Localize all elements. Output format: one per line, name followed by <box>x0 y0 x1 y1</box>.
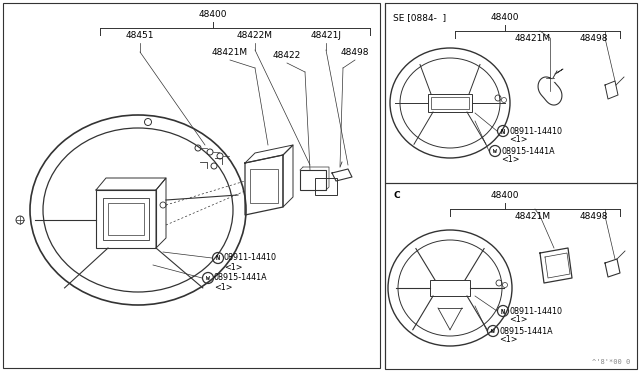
Text: 08911-14410: 08911-14410 <box>509 126 562 135</box>
Text: 48422M: 48422M <box>237 31 273 40</box>
Text: 48498: 48498 <box>580 34 609 43</box>
Text: ^'8'*00 0: ^'8'*00 0 <box>592 359 630 365</box>
Bar <box>431 97 469 109</box>
Bar <box>430 280 470 296</box>
Text: 08915-1441A: 08915-1441A <box>499 327 552 336</box>
Text: 08915-1441A: 08915-1441A <box>501 147 555 155</box>
Bar <box>315 178 337 195</box>
Text: <1>: <1> <box>509 315 527 324</box>
Bar <box>103 198 149 240</box>
Bar <box>385 183 637 369</box>
Text: N: N <box>216 256 220 262</box>
Text: 08911-14410: 08911-14410 <box>224 253 277 263</box>
Text: SE [0884-  ]: SE [0884- ] <box>393 13 446 22</box>
Text: 08911-14410: 08911-14410 <box>509 307 562 315</box>
Text: <1>: <1> <box>224 263 243 272</box>
Text: 48421M: 48421M <box>515 34 551 43</box>
Bar <box>385 3 637 183</box>
Text: <1>: <1> <box>499 336 518 344</box>
Text: <1>: <1> <box>501 155 520 164</box>
Text: <1>: <1> <box>509 135 527 144</box>
Text: 48421M: 48421M <box>212 48 248 57</box>
Bar <box>108 203 144 235</box>
Text: 48498: 48498 <box>340 48 369 57</box>
Bar <box>250 169 278 203</box>
Text: 08915-1441A: 08915-1441A <box>214 273 268 282</box>
Bar <box>300 170 326 190</box>
Text: W: W <box>493 149 497 154</box>
Text: N: N <box>501 308 505 314</box>
Text: 48400: 48400 <box>199 10 227 19</box>
Text: N: N <box>501 128 505 135</box>
Text: W: W <box>491 329 495 334</box>
Text: 48421M: 48421M <box>515 212 551 221</box>
Text: <1>: <1> <box>214 282 232 292</box>
Text: 48400: 48400 <box>491 191 519 200</box>
Text: 48451: 48451 <box>125 31 154 40</box>
Text: 48421J: 48421J <box>310 31 342 40</box>
Text: C: C <box>393 191 399 200</box>
Text: W: W <box>206 276 210 281</box>
Bar <box>3 3 380 368</box>
Text: 48422: 48422 <box>273 51 301 60</box>
Bar <box>428 94 472 112</box>
Text: 48498: 48498 <box>580 212 609 221</box>
Text: 48400: 48400 <box>491 13 519 22</box>
